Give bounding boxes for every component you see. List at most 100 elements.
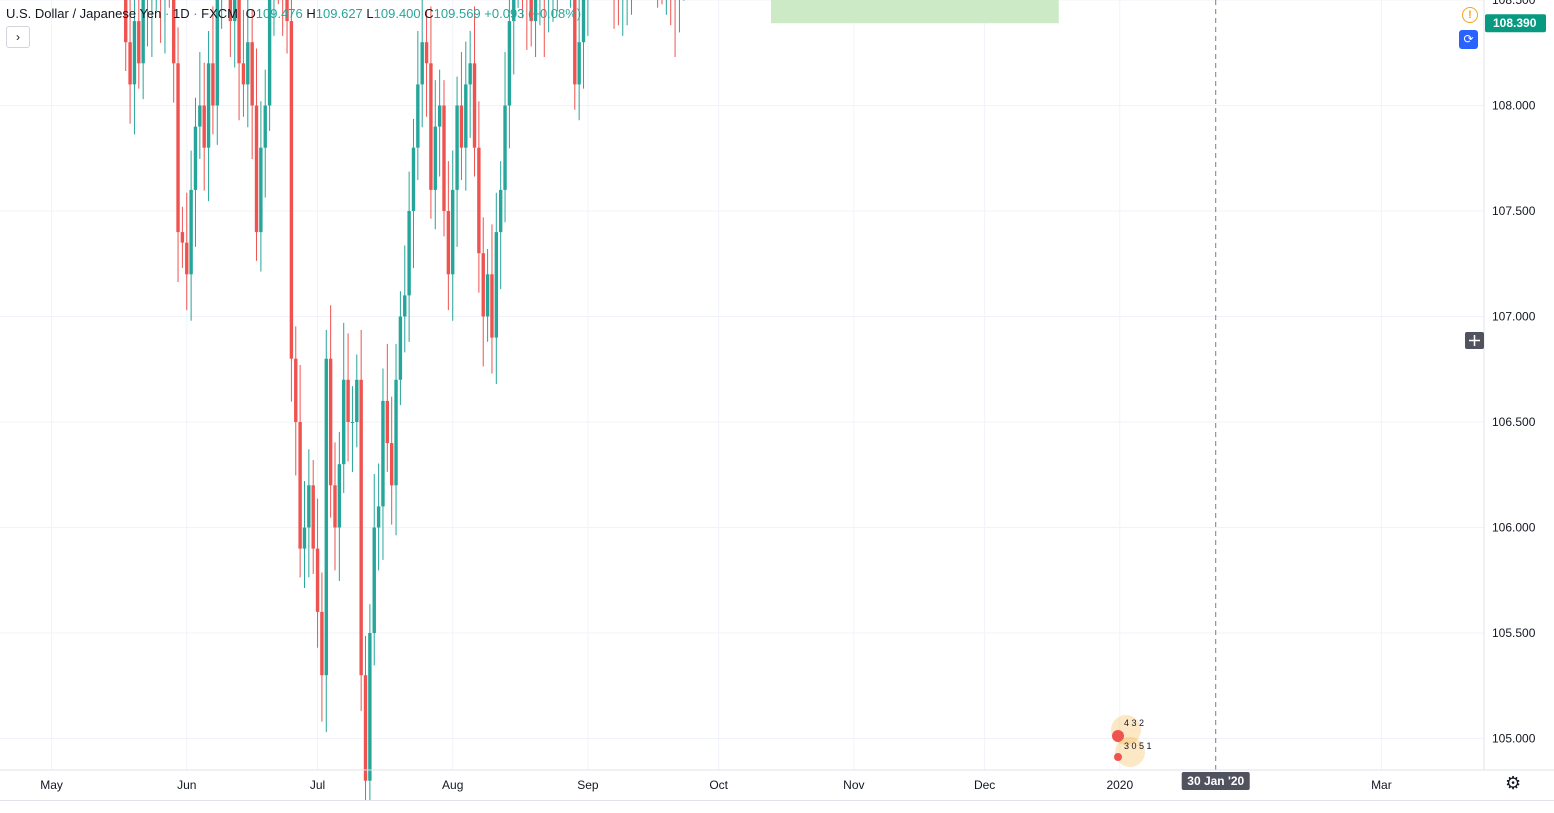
candle-body-110 xyxy=(485,274,490,317)
candle-body-131 xyxy=(577,42,581,85)
candle-body-47 xyxy=(211,63,215,106)
candle-body-101 xyxy=(446,211,451,275)
candle-body-115 xyxy=(507,21,512,106)
ohlc-values: O109.476 H109.627 L109.400 C109.569 +0.0… xyxy=(245,6,582,21)
candle-body-94 xyxy=(416,84,420,148)
candle-body-55 xyxy=(246,42,250,85)
candle-body-95 xyxy=(420,42,424,85)
candle-body-111 xyxy=(490,274,494,338)
sync-icon[interactable]: ⟳ xyxy=(1459,30,1478,49)
candle-body-92 xyxy=(407,211,411,296)
candle-body-132 xyxy=(581,0,586,43)
candle-body-53 xyxy=(237,0,241,64)
time-tick-label: 2020 xyxy=(1106,778,1133,792)
candle-body-96 xyxy=(424,42,429,64)
candle-body-106 xyxy=(468,63,472,85)
candle-body-31 xyxy=(141,0,145,64)
time-tick-label: May xyxy=(40,778,63,792)
candle-body-79 xyxy=(350,422,355,423)
exchange: FXCM xyxy=(201,6,239,21)
candle-body-40 xyxy=(180,232,185,243)
take-profit-zone[interactable] xyxy=(771,0,1059,24)
candle-body-103 xyxy=(455,105,459,190)
candle-body-28 xyxy=(128,42,132,85)
candle-body-77 xyxy=(342,379,346,465)
settings-gear-icon[interactable]: ⚙ xyxy=(1505,773,1522,793)
warning-icon[interactable]: ! xyxy=(1462,7,1478,23)
candle-body-43 xyxy=(193,126,198,190)
candle-body-105 xyxy=(464,84,468,148)
candle-body-48 xyxy=(215,0,219,106)
candle-body-56 xyxy=(250,42,254,106)
time-tick-label: Jul xyxy=(310,778,325,792)
candle-body-91 xyxy=(403,295,407,317)
candle-body-54 xyxy=(241,63,246,85)
time-tick-label: Sep xyxy=(577,778,599,792)
crosshair-date-tag: 30 Jan '20 xyxy=(1187,774,1244,788)
time-tick-label: Dec xyxy=(974,778,995,792)
candle-body-73 xyxy=(324,358,328,676)
candle-body-104 xyxy=(459,105,464,148)
symbol-name[interactable]: U.S. Dollar / Japanese Yen xyxy=(6,6,162,21)
candle-body-41 xyxy=(185,242,189,275)
collapse-chevron-glyph: › xyxy=(16,30,20,44)
price-axis[interactable]: 105.000 105.500 106.000 106.500 107.000 107.5… xyxy=(1492,0,1536,746)
candle-body-27 xyxy=(124,0,128,43)
candle-body-90 xyxy=(398,316,403,380)
candle-body-29 xyxy=(132,21,137,85)
change-value: +0.093 (+0.08%) xyxy=(484,6,582,21)
candle-body-85 xyxy=(376,506,381,528)
candle-body-42 xyxy=(189,189,193,275)
price-tick-label: 107.500 xyxy=(1492,204,1536,218)
candle-body-52 xyxy=(233,0,237,22)
price-tick-label: 106.500 xyxy=(1492,415,1536,429)
low-value: 109.400 xyxy=(373,6,421,21)
symbol-header[interactable]: U.S. Dollar / Japanese Yen · 1D · FXCM O… xyxy=(6,6,582,21)
time-tick-label: Jun xyxy=(177,778,196,792)
time-tick-label: Aug xyxy=(442,778,463,792)
candle-body-69 xyxy=(307,485,311,528)
time-tick-label: Mar xyxy=(1371,778,1392,792)
candle-body-46 xyxy=(206,63,211,148)
event-badge-top: 4 3 2 xyxy=(1124,718,1144,728)
candle-body-51 xyxy=(228,0,233,22)
collapse-chevron-icon[interactable]: › xyxy=(6,26,30,48)
candle-body-74 xyxy=(328,358,333,486)
bottom-toolbar[interactable] xyxy=(0,800,1554,813)
candle-body-109 xyxy=(481,253,485,317)
event-badges[interactable]: 4 3 2 3 0 5 1 xyxy=(1111,715,1152,767)
candle-body-112 xyxy=(494,232,499,338)
time-tick-label: Nov xyxy=(843,778,864,792)
candle-body-83 xyxy=(368,633,372,781)
candle-body-114 xyxy=(503,105,507,190)
close-value: 109.569 xyxy=(433,6,481,21)
price-tick-label: 107.000 xyxy=(1492,310,1536,324)
target-price-tag-bg xyxy=(1485,14,1546,33)
candle-body-99 xyxy=(437,105,442,127)
candle-body-100 xyxy=(442,105,446,211)
candle-body-120 xyxy=(529,0,533,22)
candle-body-59 xyxy=(263,105,267,148)
target-price-tag: 108.390 xyxy=(1493,16,1537,30)
open-value: 109.476 xyxy=(255,6,303,21)
time-axis[interactable]: May Jun Jul Aug Sep Oct Nov Dec 2020 Mar xyxy=(40,778,1391,792)
candlestick-series xyxy=(124,0,685,812)
candle-body-121 xyxy=(533,0,538,22)
candle-body-45 xyxy=(202,105,206,148)
candle-body-102 xyxy=(451,189,455,275)
interval[interactable]: 1D xyxy=(172,6,190,21)
candle-body-80 xyxy=(355,379,359,422)
crosshair-plus-icon[interactable] xyxy=(1465,332,1484,349)
candle-body-78 xyxy=(346,379,350,422)
candle-body-108 xyxy=(477,147,481,254)
candle-body-39 xyxy=(176,63,180,233)
candle-body-81 xyxy=(359,379,363,676)
candle-body-98 xyxy=(433,126,437,190)
candle-body-65 xyxy=(289,21,294,359)
grid-lines xyxy=(0,0,1484,770)
candle-body-58 xyxy=(259,147,263,233)
time-tick-label: Oct xyxy=(709,778,728,792)
candle-body-116 xyxy=(512,0,516,22)
